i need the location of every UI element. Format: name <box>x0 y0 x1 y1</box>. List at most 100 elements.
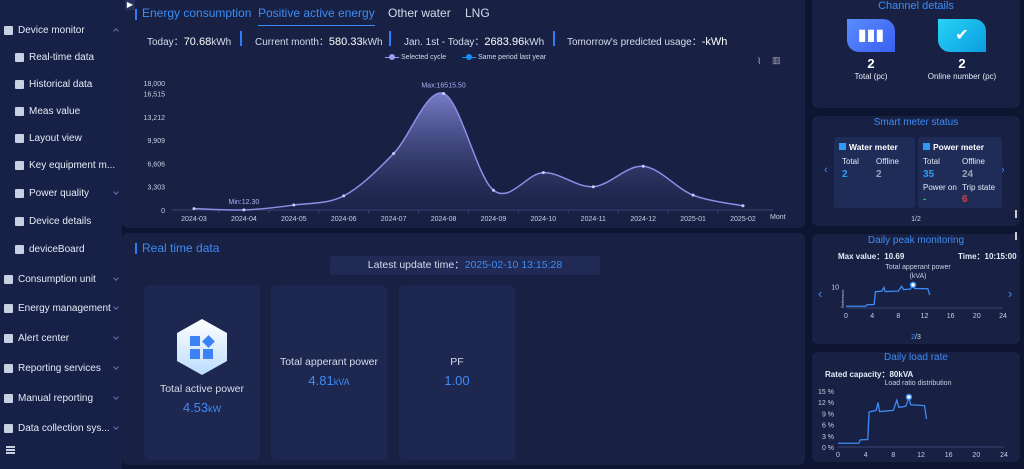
series-line <box>846 283 931 307</box>
sidebar-item[interactable]: Power quality <box>0 183 122 203</box>
sidebar-item[interactable]: Device monitor <box>0 20 122 40</box>
menu-item-icon <box>15 216 24 226</box>
card-label: PF <box>450 356 464 368</box>
sidebar-item-label: Historical data <box>29 78 93 90</box>
sidebar-item[interactable]: Device details <box>0 211 122 231</box>
x-tick-label: 0 <box>844 313 848 320</box>
collapse-sidebar-icon[interactable]: ▶ <box>125 0 135 10</box>
sidebar-item-label: Power quality <box>29 187 90 199</box>
x-tick-label: 4 <box>870 313 874 320</box>
chart-subtitle: (kVA) <box>910 273 927 280</box>
y-tick-label: 9 % <box>822 411 834 418</box>
legend-selected-cycle[interactable]: Selected cycle <box>385 53 446 61</box>
x-tick-label: 2024-06 <box>331 216 357 223</box>
chevron-down-icon <box>113 275 119 281</box>
menu-item-icon <box>15 106 24 116</box>
y-tick-label: 18,000 <box>144 81 166 88</box>
data-point <box>342 194 346 198</box>
daily-peak-panel: Daily peak monitoring Max value：10.69 Ti… <box>812 234 1020 344</box>
sidebar-item[interactable]: Consumption unit <box>0 269 122 289</box>
app-grid-icon <box>177 319 227 375</box>
card-label: Total apperant power <box>279 356 379 368</box>
chevron-up-icon <box>113 28 119 34</box>
chart-title: Total apperant power <box>885 264 951 271</box>
menu-item-icon <box>4 333 13 343</box>
sidebar-item[interactable]: deviceBoard <box>0 239 122 259</box>
card-label: Total active power <box>159 383 245 395</box>
menu-toggle-icon[interactable] <box>6 446 15 454</box>
sidebar-item-label: Consumption unit <box>18 273 96 285</box>
sidebar-item[interactable]: Manual reporting <box>0 388 122 408</box>
chevron-down-icon <box>113 394 119 400</box>
x-tick-label: 8 <box>891 452 895 459</box>
sidebar-item-label: Alert center <box>18 332 70 344</box>
next-arrow[interactable]: › <box>1001 164 1005 176</box>
stat-today: Today：70.68kWh <box>147 36 232 48</box>
stat-ytd: Jan. 1st - Today：2683.96kWh <box>404 36 545 48</box>
sidebar-item-label: Key equipment m... <box>29 159 116 171</box>
chevron-down-icon <box>113 304 119 310</box>
y-tick-label: 13,212 <box>144 115 166 122</box>
sidebar-item-label: Manual reporting <box>18 392 94 404</box>
menu-item-icon <box>4 25 13 35</box>
x-tick-label: 12 <box>921 313 929 320</box>
sidebar-item-label: Device details <box>29 215 92 227</box>
data-point <box>491 188 495 192</box>
card-total-active-power: Total active power 4.53kW <box>144 285 260 460</box>
menu-item-icon <box>4 363 13 373</box>
bar-chart-icon[interactable]: ▥ <box>772 55 781 65</box>
legend-same-period[interactable]: Same period last year <box>462 53 546 61</box>
channel-panel: Channel details ▮▮▮ ✔ 2 Total (pc) 2 Onl… <box>812 0 1020 108</box>
sidebar-item[interactable]: Reporting services <box>0 358 122 378</box>
prev-arrow[interactable]: ‹ <box>818 286 823 301</box>
sidebar-item[interactable]: Key equipment m... <box>0 155 122 175</box>
daily-peak-title: Daily peak monitoring <box>867 235 965 246</box>
x-tick-label: 20 <box>973 313 981 320</box>
x-tick-label: 2024-11 <box>581 216 606 223</box>
line-chart-icon[interactable]: ⌇ <box>757 56 762 66</box>
x-tick-label: 2024-04 <box>231 216 257 223</box>
x-tick-label: 24 <box>999 313 1007 320</box>
min-label: Min:12.30 <box>229 199 260 206</box>
card-value: 4.53kW <box>182 400 222 415</box>
chevron-down-icon <box>113 334 119 340</box>
sidebar-item-label: Reporting services <box>18 362 101 374</box>
sidebar-item[interactable]: Real-time data <box>0 47 122 67</box>
update-time-bar: Latest update time：2025-02-10 13:15:28 <box>330 256 600 275</box>
card-value: 4.81kVA <box>308 373 350 388</box>
y-tick-label: 0 % <box>822 445 834 452</box>
x-tick-label: 16 <box>947 313 955 320</box>
x-tick-label: 2025-02 <box>730 216 756 223</box>
data-point <box>442 91 446 95</box>
sidebar-item-label: Layout view <box>29 132 82 144</box>
water-meter-icon <box>839 143 846 150</box>
prev-arrow[interactable]: ‹ <box>824 164 828 176</box>
sidebar: Device monitor Real-time data Historical d… <box>0 0 122 469</box>
menu-item-icon <box>15 133 24 143</box>
total-label: Total (pc) <box>854 72 888 81</box>
data-point <box>591 185 595 189</box>
y-tick-label: 3 % <box>822 434 834 441</box>
x-tick-label: 2024-12 <box>630 216 656 223</box>
tab-lng[interactable]: LNG <box>465 6 490 20</box>
sidebar-item[interactable]: Data collection sys... <box>0 418 122 438</box>
sidebar-item[interactable]: Layout view <box>0 128 122 148</box>
x-tick-label: 2024-08 <box>431 216 457 223</box>
power-meter-card: Power meter Total Offline 35 24 Power on… <box>918 137 1002 208</box>
x-tick-label: 0 <box>836 452 840 459</box>
menu-item-icon <box>15 188 24 198</box>
sidebar-item[interactable]: Alert center <box>0 328 122 348</box>
next-arrow[interactable]: › <box>1008 286 1013 301</box>
max-point <box>905 393 913 401</box>
max-point <box>909 281 917 289</box>
sidebar-item[interactable]: Meas value <box>0 101 122 121</box>
x-tick-label: 4 <box>864 452 868 459</box>
sidebar-item[interactable]: Historical data <box>0 74 122 94</box>
tab-other-water[interactable]: Other water <box>388 6 451 20</box>
tab-positive-active-energy[interactable]: Positive active energy <box>258 6 375 26</box>
x-tick-label: 8 <box>896 313 900 320</box>
scrollbar[interactable] <box>1015 210 1017 240</box>
y-axis-label: Reference <box>840 289 845 308</box>
sidebar-item[interactable]: Energy management <box>0 298 122 318</box>
data-point <box>392 152 396 156</box>
